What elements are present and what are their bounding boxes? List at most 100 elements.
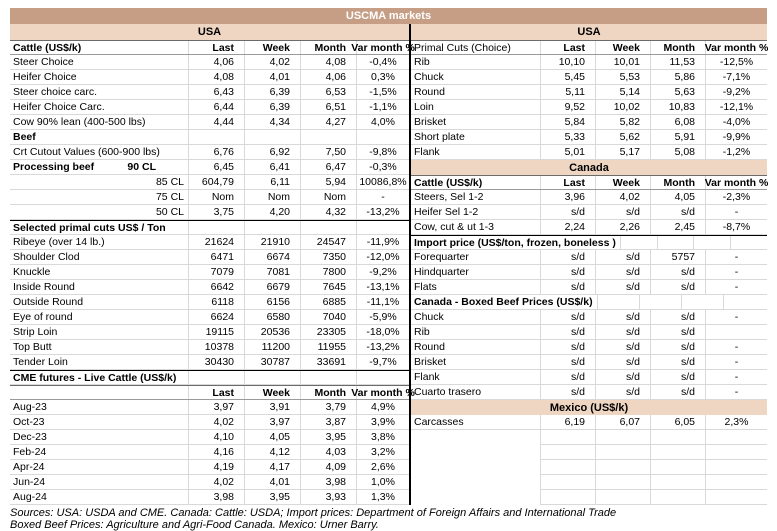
table-row: Inside Round Inside Round 6642 6679 7645… <box>10 280 409 295</box>
cell-week: s/d <box>595 325 650 339</box>
row-label <box>10 386 188 399</box>
cell-last: 6,19 <box>540 415 595 429</box>
row-label-text: Strip Loin <box>13 326 58 338</box>
table-row: Hindquarter Hindquarter s/d s/d s/d - <box>411 265 767 280</box>
cell-var-month: 3,8% <box>356 430 409 444</box>
row-label-text: Brisket <box>414 116 447 128</box>
cell-last: 4,10 <box>188 430 244 444</box>
cell-last: s/d <box>540 250 595 264</box>
row-label-text: Jun-24 <box>13 476 46 488</box>
row-label-text: Beef <box>13 131 36 143</box>
table-row: Cattle (US$/k) Cattle (US$/k) Last Week … <box>411 175 768 190</box>
row-label-text: Primal Cuts (Choice) <box>414 41 511 54</box>
cell-var-month <box>705 460 767 475</box>
cell-month: 7,50 <box>300 145 356 159</box>
cell-week: 4,01 <box>244 475 300 489</box>
row-label-text: Steer Choice <box>13 56 74 68</box>
cell-week: Week <box>595 41 650 54</box>
row-label-text: Loin <box>414 101 434 113</box>
cell-month: 4,05 <box>650 190 705 204</box>
cell-week: 30787 <box>244 355 300 369</box>
table-row: Knuckle Knuckle 7079 7081 7800 -9,2% <box>10 265 409 280</box>
cell-var-month <box>705 490 767 505</box>
table-row: Ribeye (over 14 lb.) Ribeye (over 14 lb.… <box>10 235 409 250</box>
table-row: Crt Cutout Values (600-900 lbs) Crt Cuto… <box>10 145 409 160</box>
row-label-text: Cow 90% lean (400-500 lbs) <box>13 116 146 128</box>
cell-week: 6,11 <box>244 175 300 189</box>
cell-last: s/d <box>540 205 595 219</box>
cell-month: 4,06 <box>300 70 356 84</box>
sources-line-2: Boxed Beef Prices: Agriculture and Agri-… <box>10 519 379 531</box>
row-label: Brisket <box>411 115 540 129</box>
cell-var-month: -4,0% <box>705 115 767 129</box>
cell-month: s/d <box>650 205 705 219</box>
cell-last <box>540 490 595 505</box>
row-label <box>411 430 540 445</box>
cell-month: 7350 <box>300 250 356 264</box>
cell-var-month: - <box>356 190 409 204</box>
cell-var-month: 0,3% <box>356 70 409 84</box>
row-label-text: Rib <box>414 56 430 68</box>
cell-month: s/d <box>650 385 705 399</box>
left-table-rows: Cattle (US$/k) Cattle (US$/k) Last Week … <box>10 40 415 505</box>
cell-var-month: -9,2% <box>356 265 409 279</box>
cell-month: 3,98 <box>300 475 356 489</box>
cell-var-month: Var month % <box>704 41 769 54</box>
cell-last: 30430 <box>188 355 244 369</box>
cell-var-month: - <box>705 370 767 384</box>
cell-var-month: 10086,8% <box>356 175 409 189</box>
cell-var-month: 3,2% <box>356 445 409 459</box>
cell-month: 3,79 <box>300 400 356 414</box>
cell-week: 6,07 <box>595 415 650 429</box>
cell-month: 33691 <box>300 355 356 369</box>
cell-month: 7800 <box>300 265 356 279</box>
cell-last: Last <box>540 41 595 54</box>
cell-last: 6,43 <box>188 85 244 99</box>
cell-month: 3,87 <box>300 415 356 429</box>
cell-week: 2,26 <box>595 220 650 234</box>
cell-month: 4,09 <box>300 460 356 474</box>
cell-last <box>540 460 595 475</box>
cell-month: s/d <box>650 265 705 279</box>
cell-last: 10,10 <box>540 55 595 69</box>
row-label-text: Outside Round <box>13 296 84 308</box>
cell-month: 4,32 <box>300 205 356 219</box>
row-label: Cuarto trasero <box>411 385 540 399</box>
row-label: Steers, Sel 1-2 <box>411 190 540 204</box>
row-label: Round <box>411 85 540 99</box>
cell-last: 3,96 <box>540 190 595 204</box>
cell-var-month <box>705 445 767 460</box>
row-label: Short plate <box>411 130 540 144</box>
table-row: Processing beef Processing beef 90 CL 6,… <box>10 160 409 175</box>
table-row: Flank Flank 5,01 5,17 5,08 -1,2% <box>411 145 767 160</box>
cell-month: Month <box>300 41 356 54</box>
row-label: Crt Cutout Values (600-900 lbs) <box>10 145 188 159</box>
table-row: Flank Flank s/d s/d s/d - <box>411 370 767 385</box>
table-row: Steers, Sel 1-2 Steers, Sel 1-2 3,96 4,0… <box>411 190 767 205</box>
cell-week: 3,97 <box>244 415 300 429</box>
cell-last <box>188 130 244 144</box>
row-label: Forequarter <box>411 250 540 264</box>
cell-month: 5,86 <box>650 70 705 84</box>
cell-last: 4,02 <box>188 475 244 489</box>
cell-var-month: - <box>705 250 767 264</box>
row-label-text: Steers, Sel 1-2 <box>414 191 484 203</box>
cell-week: s/d <box>595 280 650 294</box>
cell-month: s/d <box>650 310 705 324</box>
row-label-text: Import price (US$/ton, frozen, boneless … <box>414 236 616 249</box>
cell-last: s/d <box>540 310 595 324</box>
table-row: Canada Canada <box>411 160 767 175</box>
cell-last: s/d <box>540 280 595 294</box>
row-label-secondary: 85 CL <box>155 176 184 188</box>
row-label: Cow 90% lean (400-500 lbs) <box>10 115 188 129</box>
cell-var-month: 2,6% <box>356 460 409 474</box>
row-label-text: Brisket <box>414 356 447 368</box>
row-label-text: Flank <box>414 371 440 383</box>
cell-month: s/d <box>650 325 705 339</box>
row-label: 50 CL <box>10 205 188 219</box>
cell-var-month <box>722 295 767 309</box>
cell-last: 5,84 <box>540 115 595 129</box>
cell-last: s/d <box>540 355 595 369</box>
row-label: Primal Cuts (Choice) <box>411 41 540 54</box>
cell-week: s/d <box>595 370 650 384</box>
